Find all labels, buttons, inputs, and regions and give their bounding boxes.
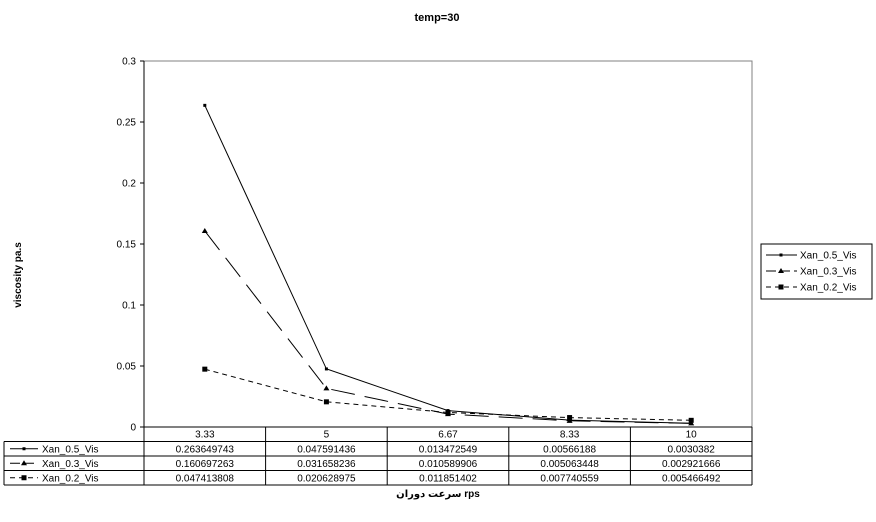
- x-axis-title: سرعت دوران rps: [396, 489, 480, 500]
- table-cell: 0.005063448: [540, 459, 599, 470]
- y-tick-label: 0.3: [122, 57, 136, 68]
- data-point: [202, 366, 208, 372]
- data-point: [323, 385, 330, 391]
- y-tick-label: 0.15: [117, 240, 137, 251]
- table-cell: 0.160697263: [176, 459, 235, 470]
- table-cell: 0.263649743: [176, 444, 235, 455]
- table-cell: 0.005466492: [662, 473, 721, 484]
- legend-key-marker: [778, 268, 784, 273]
- legend-label: Xan_0.3_Vis: [800, 267, 857, 278]
- y-tick-label: 0.1: [122, 301, 136, 312]
- y-tick-label: 0: [130, 423, 136, 434]
- table-cell: 0.00566188: [543, 444, 596, 455]
- data-point: [688, 417, 694, 423]
- chart-title: temp=30: [415, 12, 460, 24]
- table-cell: 0.031658236: [297, 459, 356, 470]
- table-cell: 0.0030382: [668, 444, 716, 455]
- legend: Xan_0.5_Vis Xan_0.3_Vis Xan_0.2_Vis: [760, 243, 873, 300]
- data-point: [567, 415, 573, 421]
- table-cell: 0.047413808: [176, 473, 235, 484]
- data-point: [688, 420, 695, 426]
- table-cell: 0.011851402: [419, 473, 477, 484]
- x-tick-label: 8.33: [560, 430, 580, 441]
- y-axis-title: viscosity pa.s: [13, 242, 24, 308]
- data-table: 3.33 5 6.67 8.33 10 Xan_0.5_Vis 0.263649743 0.0…: [3, 426, 753, 486]
- x-tick-label: 6.67: [438, 430, 458, 441]
- data-point: [323, 399, 329, 405]
- table-series-name: Xan_0.3_Vis: [42, 459, 99, 470]
- plot-area: [143, 60, 753, 428]
- data-point: [445, 410, 451, 416]
- data-point: [201, 227, 208, 233]
- legend-key-marker: [21, 475, 27, 481]
- data-point: [566, 417, 573, 423]
- table-cell: 0.002921666: [662, 459, 721, 470]
- table-cell: 0.020628975: [297, 473, 356, 484]
- y-axis-ticks: 0 0.05 0.1 0.15 0.2 0.25 0.3: [117, 57, 144, 434]
- data-point: [203, 103, 207, 107]
- legend-key-marker: [22, 447, 26, 451]
- legend-key-marker: [779, 253, 783, 257]
- series-layer: [201, 103, 695, 426]
- y-tick-label: 0.25: [117, 118, 137, 129]
- table-cell: 0.007740559: [540, 473, 599, 484]
- table-cell: 0.013472549: [419, 444, 478, 455]
- data-point: [324, 367, 328, 371]
- table-cell: 0.047591436: [297, 444, 356, 455]
- legend-label: Xan_0.5_Vis: [800, 251, 857, 262]
- legend-label: Xan_0.2_Vis: [800, 283, 857, 294]
- table-series-name: Xan_0.2_Vis: [42, 473, 99, 484]
- x-tick-label: 5: [324, 430, 330, 441]
- legend-key-marker: [778, 284, 784, 290]
- x-tick-label: 10: [686, 430, 698, 441]
- legend-key-marker: [21, 460, 27, 466]
- x-tick-label: 3.33: [195, 430, 215, 441]
- table-series-name: Xan_0.5_Vis: [42, 444, 99, 455]
- y-tick-label: 0.2: [122, 179, 136, 190]
- y-tick-label: 0.05: [117, 362, 137, 373]
- table-cell: 0.010589906: [419, 459, 478, 470]
